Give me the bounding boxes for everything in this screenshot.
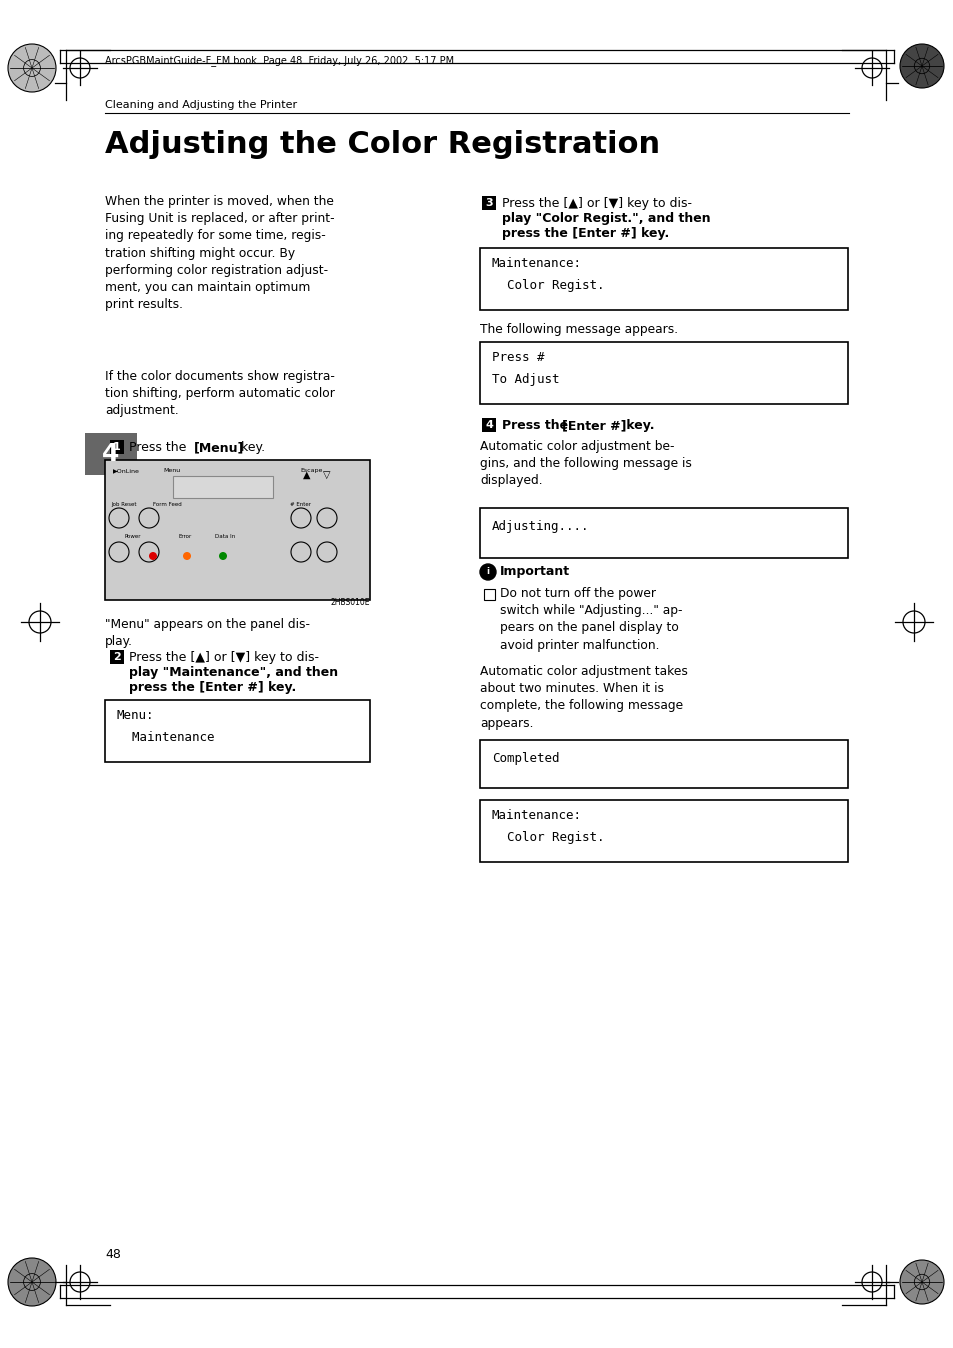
Bar [105,460,370,600]
Text: 4: 4 [102,442,119,466]
Circle shape [183,551,191,559]
Text: Important: Important [499,565,570,578]
Text: key.: key. [236,441,265,454]
Text: Maintenance:: Maintenance: [492,809,581,822]
Text: Maintenance:: Maintenance: [492,257,581,270]
Circle shape [8,44,56,92]
Bar [481,418,496,431]
Text: press the [Enter #] key.: press the [Enter #] key. [501,226,669,240]
Text: Adjusting the Color Registration: Adjusting the Color Registration [105,129,659,159]
Bar [479,342,847,404]
Text: To Adjust: To Adjust [492,373,558,386]
Text: Do not turn off the power
switch while "Adjusting..." ap-
pears on the panel dis: Do not turn off the power switch while "… [499,586,681,651]
Text: Color Regist.: Color Regist. [492,279,604,293]
Text: "Menu" appears on the panel dis-
play.: "Menu" appears on the panel dis- play. [105,617,310,648]
Text: Error: Error [178,534,192,539]
Text: Power: Power [125,534,141,539]
Text: play "Maintenance", and then: play "Maintenance", and then [129,666,337,679]
Circle shape [899,44,943,88]
Text: Completed: Completed [492,752,558,766]
Text: [Menu]: [Menu] [193,441,244,454]
Text: 2HBS010E: 2HBS010E [330,599,370,607]
Text: press the [Enter #] key.: press the [Enter #] key. [129,681,296,694]
Text: 4: 4 [484,421,493,430]
Circle shape [899,1260,943,1304]
Circle shape [149,551,157,559]
Text: ArcsPGBMaintGuide-F_FM.book  Page 48  Friday, July 26, 2002  5:17 PM: ArcsPGBMaintGuide-F_FM.book Page 48 Frid… [105,55,454,66]
Text: [Enter #]: [Enter #] [561,419,626,431]
Text: Press the: Press the [501,419,572,431]
Bar [479,799,847,861]
Circle shape [219,551,227,559]
Text: ▲: ▲ [303,470,310,480]
Bar [172,476,273,497]
Text: Escape: Escape [299,468,322,473]
Bar [110,439,124,454]
Text: ▶OnLine: ▶OnLine [112,468,140,473]
Text: 48: 48 [105,1248,121,1260]
Text: Job Reset: Job Reset [111,501,136,507]
Bar [479,740,847,789]
Text: i: i [486,568,489,577]
Bar [105,700,370,762]
Text: Form Feed: Form Feed [152,501,182,507]
Text: ▽: ▽ [323,470,330,480]
Bar [479,248,847,310]
Bar [110,650,124,665]
Circle shape [8,1258,56,1306]
Text: Cleaning and Adjusting the Printer: Cleaning and Adjusting the Printer [105,100,296,111]
Text: Press the [▲] or [▼] key to dis-: Press the [▲] or [▼] key to dis- [129,651,318,665]
Bar [481,195,496,210]
Text: Menu: Menu [163,468,180,473]
Text: 2: 2 [113,652,121,662]
Bar [85,433,137,474]
Text: 3: 3 [485,198,493,208]
Text: Press #: Press # [492,350,544,364]
Text: play "Color Regist.", and then: play "Color Regist.", and then [501,212,710,225]
Text: Automatic color adjustment takes
about two minutes. When it is
complete, the fol: Automatic color adjustment takes about t… [479,665,687,729]
Text: Data In: Data In [214,534,234,539]
Text: The following message appears.: The following message appears. [479,324,678,336]
Bar [479,508,847,558]
Text: Automatic color adjustment be-
gins, and the following message is
displayed.: Automatic color adjustment be- gins, and… [479,439,691,488]
Bar [483,589,495,600]
Text: Press the [▲] or [▼] key to dis-: Press the [▲] or [▼] key to dis- [501,197,691,210]
Text: # Enter: # Enter [290,501,311,507]
Text: Maintenance: Maintenance [117,731,214,744]
Text: If the color documents show registra-
tion shifting, perform automatic color
adj: If the color documents show registra- ti… [105,369,335,418]
Text: When the printer is moved, when the
Fusing Unit is replaced, or after print-
ing: When the printer is moved, when the Fusi… [105,195,335,311]
Text: Adjusting....: Adjusting.... [492,520,589,532]
Text: Press the: Press the [129,441,191,454]
Text: Menu:: Menu: [117,709,154,723]
Text: 1: 1 [113,442,121,452]
Circle shape [479,563,496,580]
Text: Color Regist.: Color Regist. [492,830,604,844]
Text: key.: key. [621,419,654,431]
